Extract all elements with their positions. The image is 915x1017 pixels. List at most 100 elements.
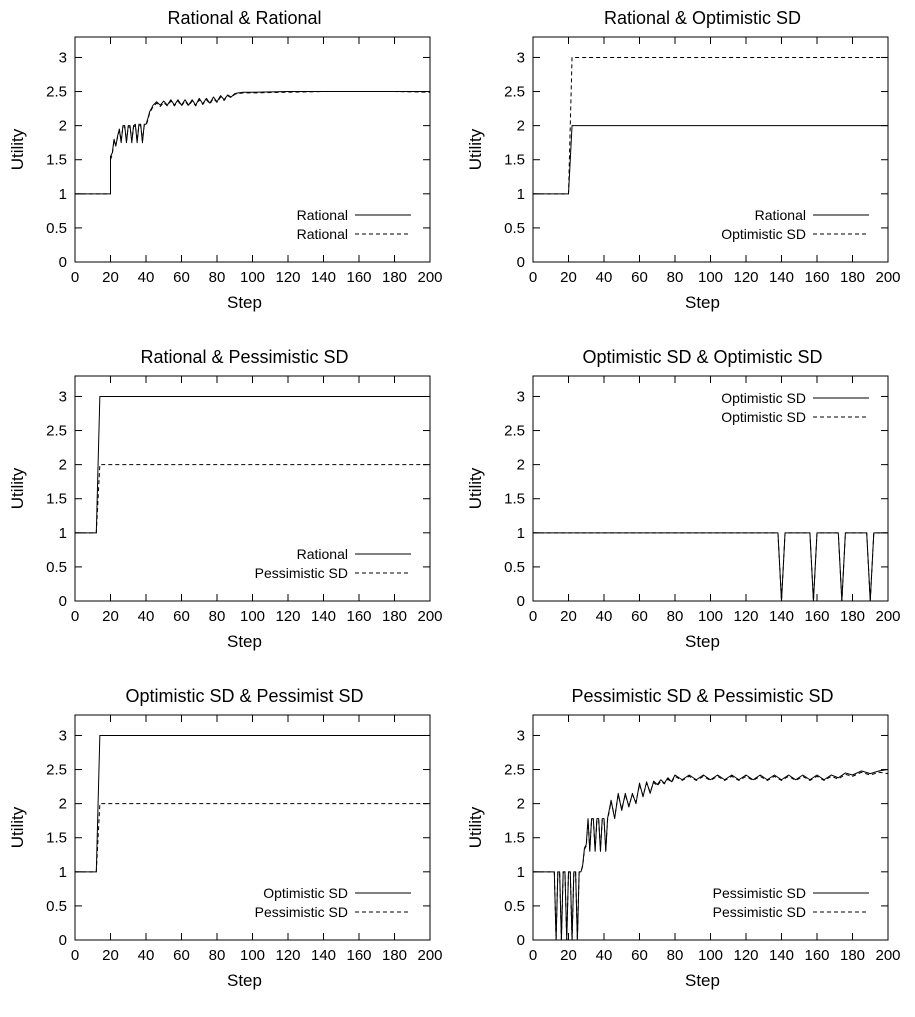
chart-svg: Rational & Pessimistic SD0 20 40 60 80 100 120… [8,347,443,651]
y-tick-label: 0.5 [46,898,67,915]
x-tick-label: 180 [382,947,407,964]
y-tick-label: 0 [517,593,525,610]
x-tick-label: 180 [840,608,865,625]
x-tick-label: 20 [102,947,119,964]
y-axis-label: Utility [8,806,27,848]
x-tick-label: 0 [71,608,79,625]
y-tick-label: 0.5 [46,559,67,576]
y-tick-label: 1 [517,864,525,881]
chart-title: Pessimistic SD & Pessimistic SD [571,686,833,706]
y-tick-label: 3 [59,388,67,405]
legend-label: Optimistic SD [263,885,348,901]
x-axis-label: Step [685,632,720,651]
y-tick-label: 2.5 [504,423,525,440]
x-axis-label: Step [227,632,262,651]
x-tick-label: 100 [698,608,723,625]
y-tick-label: 1.5 [504,152,525,169]
series-line-1 [533,769,889,941]
y-tick-label: 2 [517,118,525,135]
x-tick-label: 200 [875,269,900,286]
x-tick-label: 140 [311,947,336,964]
x-tick-label: 80 [209,947,226,964]
x-tick-label: 140 [311,608,336,625]
plot-frame [74,36,431,263]
series-line-2 [533,771,889,941]
chart-svg: Rational & Optimistic SD0 20 40 60 80 100 120 1… [466,8,901,312]
x-tick-label: 140 [769,269,794,286]
y-tick-label: 1.5 [46,152,67,169]
x-tick-label: 100 [240,269,265,286]
x-tick-label: 120 [733,947,758,964]
x-tick-label: 80 [667,608,684,625]
x-tick-label: 0 [529,608,537,625]
x-tick-label: 160 [346,608,371,625]
x-tick-label: 60 [173,947,190,964]
x-tick-label: 20 [102,608,119,625]
chart-title: Optimistic SD & Optimistic SD [582,347,822,367]
plot-frame [532,375,889,602]
x-tick-label: 0 [71,269,79,286]
chart-panel-6: Pessimistic SD & Pessimistic SD 0 20 40 60 80… [458,678,915,1017]
y-tick-label: 0.5 [504,898,525,915]
x-tick-label: 20 [560,269,577,286]
chart-panel-5: Optimistic SD & Pessimist SD 0 20 40 60 80 100… [0,678,457,1017]
x-tick-label: 60 [173,608,190,625]
x-tick-label: 200 [417,269,442,286]
x-tick-label: 60 [631,947,648,964]
y-axis-label: Utility [8,128,27,170]
chart-svg: Optimistic SD & Pessimist SD0 20 40 60 80 100… [8,686,443,990]
legend-label: Pessimistic SD [713,904,806,920]
series-line-2 [75,464,430,534]
y-tick-label: 2 [517,457,525,474]
y-axis-label: Utility [8,467,27,509]
y-tick-label: 0.5 [46,220,67,237]
y-tick-label: 2.5 [46,762,67,779]
y-axis-label: Utility [466,128,485,170]
y-tick-label: 0 [59,254,67,271]
y-tick-label: 1 [59,525,67,542]
x-tick-label: 160 [346,269,371,286]
y-tick-label: 3 [517,727,525,744]
x-axis-label: Step [227,293,262,312]
y-tick-label: 3 [59,49,67,66]
chart-title: Optimistic SD & Pessimist SD [125,686,363,706]
series-line-2 [75,91,431,195]
x-tick-label: 60 [631,608,648,625]
x-tick-label: 100 [698,269,723,286]
x-tick-label: 180 [840,269,865,286]
legend-label: Pessimistic SD [255,904,348,920]
series-line-1 [75,91,430,195]
y-tick-label: 1 [517,186,525,203]
x-axis-label: Step [685,293,720,312]
chart-title: Rational & Rational [167,8,321,28]
series-line-1 [533,532,888,602]
x-tick-label: 140 [311,269,336,286]
x-tick-label: 40 [596,608,613,625]
y-tick-label: 2 [517,796,525,813]
x-tick-label: 120 [733,608,758,625]
y-axis-label: Utility [466,806,485,848]
x-tick-label: 160 [804,269,829,286]
y-tick-label: 2.5 [46,423,67,440]
chart-panel-4: Optimistic SD & Optimistic SD 0 20 40 60 80 10… [458,339,915,678]
x-tick-label: 180 [840,947,865,964]
legend-label: Optimistic SD [721,390,806,406]
x-tick-label: 40 [138,269,155,286]
x-tick-label: 0 [71,947,79,964]
x-tick-label: 120 [733,269,758,286]
legend-label: Rational [755,207,806,223]
legend-label: Rational [297,226,348,242]
y-tick-label: 1 [59,186,67,203]
x-tick-label: 120 [275,947,300,964]
x-tick-label: 80 [209,269,226,286]
x-tick-label: 40 [138,947,155,964]
plot-frame [532,36,889,263]
x-tick-label: 160 [346,947,371,964]
x-tick-label: 200 [875,947,900,964]
y-tick-label: 0.5 [504,559,525,576]
x-axis-label: Step [685,971,720,990]
chart-svg: Optimistic SD & Optimistic SD0 20 40 60 80 10… [466,347,901,651]
x-tick-label: 120 [275,608,300,625]
y-tick-label: 1.5 [504,491,525,508]
